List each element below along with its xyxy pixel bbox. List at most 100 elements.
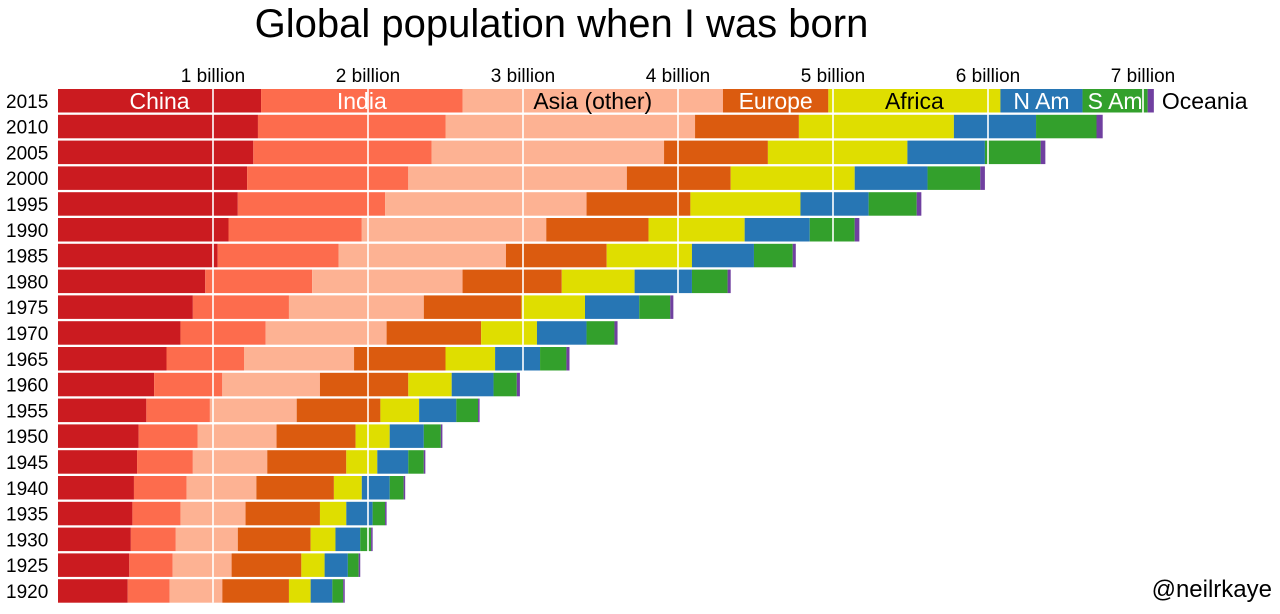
bar-segment-n-am-1930 (335, 527, 361, 552)
bar-segment-oceania-2010 (1096, 114, 1103, 139)
bar-segment-asia-other-1920 (169, 579, 223, 603)
bar-segment-oceania-2000 (980, 166, 985, 190)
year-label-1925: 1925 (6, 556, 48, 577)
year-label-1920: 1920 (6, 582, 48, 603)
bar-segment-oceania-1920 (343, 579, 345, 603)
bar-segment-europe-1955 (296, 398, 381, 423)
bar-segment-s-am-2015 (1082, 89, 1148, 113)
bar-segment-s-am-2010 (1036, 114, 1097, 139)
bar-segment-asia-other-1995 (385, 192, 587, 216)
year-label-2010: 2010 (6, 118, 48, 139)
series-label-india: India (337, 88, 387, 114)
bar-segment-africa-1980 (561, 269, 635, 294)
bar-segment-oceania-1940 (403, 476, 406, 500)
series-label-asia-other: Asia (other) (533, 88, 652, 114)
year-label-1940: 1940 (6, 479, 48, 500)
bar-segment-s-am-1965 (540, 347, 567, 371)
bar-segment-n-am-1950 (389, 424, 424, 448)
bar-segment-china-1960 (58, 372, 155, 397)
bar-segment-oceania-1925 (358, 553, 361, 577)
series-label-s-am: S Am (1088, 88, 1143, 114)
year-label-1960: 1960 (6, 376, 48, 397)
bar-segment-india-2010 (257, 114, 446, 139)
bar-segment-africa-2010 (798, 114, 954, 139)
bar-segment-europe-1990 (546, 218, 649, 242)
series-label-n-am: N Am (1013, 88, 1069, 114)
bar-segment-asia-other-2000 (408, 166, 627, 190)
bar-segment-china-1955 (58, 398, 147, 423)
x-tick-label-2: 2 billion (336, 66, 400, 87)
bar-segment-oceania-1970 (614, 321, 618, 345)
bar-segment-china-1970 (58, 321, 181, 345)
bar-segment-europe-2015 (722, 89, 829, 113)
bar-segment-india-1975 (192, 295, 289, 319)
bar-segment-india-2005 (253, 140, 432, 165)
bar-segment-africa-1965 (445, 347, 496, 371)
year-label-2015: 2015 (6, 92, 48, 113)
bar-segment-china-2010 (58, 114, 258, 139)
bar-segment-china-1980 (58, 269, 206, 294)
bar-segment-europe-1935 (245, 501, 320, 526)
bar-segment-n-am-1990 (744, 218, 810, 242)
bar-segment-india-1935 (132, 501, 181, 526)
bar-segment-india-2000 (247, 166, 409, 190)
bar-segment-africa-1940 (333, 476, 362, 500)
bar-segment-oceania-1990 (854, 218, 860, 242)
bar-segment-china-1920 (58, 579, 128, 603)
bar-segment-asia-other-1980 (312, 269, 463, 294)
bar-segment-china-2015 (58, 89, 262, 113)
bar-segment-europe-1975 (423, 295, 522, 319)
bar-segment-africa-1975 (521, 295, 585, 319)
bar-segment-n-am-1920 (310, 579, 333, 603)
bar-segment-india-1995 (237, 192, 386, 216)
bar-segment-n-am-1985 (691, 243, 754, 268)
bar-segment-asia-other-1970 (265, 321, 387, 345)
bar-segment-n-am-2000 (854, 166, 928, 190)
bar-segment-asia-other-1990 (361, 218, 547, 242)
bar-segment-s-am-1970 (586, 321, 615, 345)
bar-segment-africa-1950 (355, 424, 390, 448)
bar-segment-china-2000 (58, 166, 248, 190)
series-label-africa: Africa (885, 88, 944, 114)
bar-segment-asia-other-1930 (175, 527, 238, 552)
bar-segment-china-1950 (58, 424, 139, 448)
bar-segment-africa-1945 (346, 450, 378, 474)
bar-segment-asia-other-2005 (431, 140, 665, 165)
bar-segment-n-am-1935 (346, 501, 373, 526)
x-tick-label-5: 5 billion (801, 66, 865, 87)
bar-segment-asia-other-2015 (462, 89, 723, 113)
bar-segment-europe-1980 (462, 269, 562, 294)
bar-segment-india-1960 (154, 372, 223, 397)
bar-segment-india-1950 (138, 424, 198, 448)
year-label-1995: 1995 (6, 195, 48, 216)
bar-segment-s-am-1945 (408, 450, 424, 474)
bar-segment-africa-1935 (319, 501, 347, 526)
bar-segment-n-am-1980 (634, 269, 692, 294)
year-label-1935: 1935 (6, 505, 48, 526)
bar-segment-africa-1930 (310, 527, 336, 552)
bar-segment-n-am-1925 (324, 553, 348, 577)
bar-segment-n-am-1940 (361, 476, 390, 500)
bar-segment-china-1985 (58, 243, 218, 268)
bar-segment-n-am-1970 (536, 321, 587, 345)
bar-segment-india-1980 (205, 269, 313, 294)
bar-segment-asia-other-2010 (445, 114, 696, 139)
bar-segment-n-am-1955 (419, 398, 457, 423)
bar-segment-oceania-1965 (566, 347, 570, 371)
bar-segment-africa-1955 (380, 398, 420, 423)
bar-segment-asia-other-1945 (192, 450, 268, 474)
bar-segment-s-am-1940 (389, 476, 404, 500)
bar-segment-s-am-1960 (493, 372, 517, 397)
bar-segment-china-1925 (58, 553, 130, 577)
bar-segment-n-am-1965 (495, 347, 541, 371)
bar-segment-s-am-1985 (753, 243, 793, 268)
bar-segment-oceania-1935 (385, 501, 387, 526)
bar-segment-s-am-1920 (332, 579, 344, 603)
year-label-1985: 1985 (6, 247, 48, 268)
series-label-oceania: Oceania (1162, 88, 1248, 114)
bar-segment-n-am-1960 (451, 372, 494, 397)
bar-segment-africa-1985 (606, 243, 692, 268)
bar-segment-asia-other-1940 (186, 476, 257, 500)
x-tick-label-4: 4 billion (646, 66, 710, 87)
